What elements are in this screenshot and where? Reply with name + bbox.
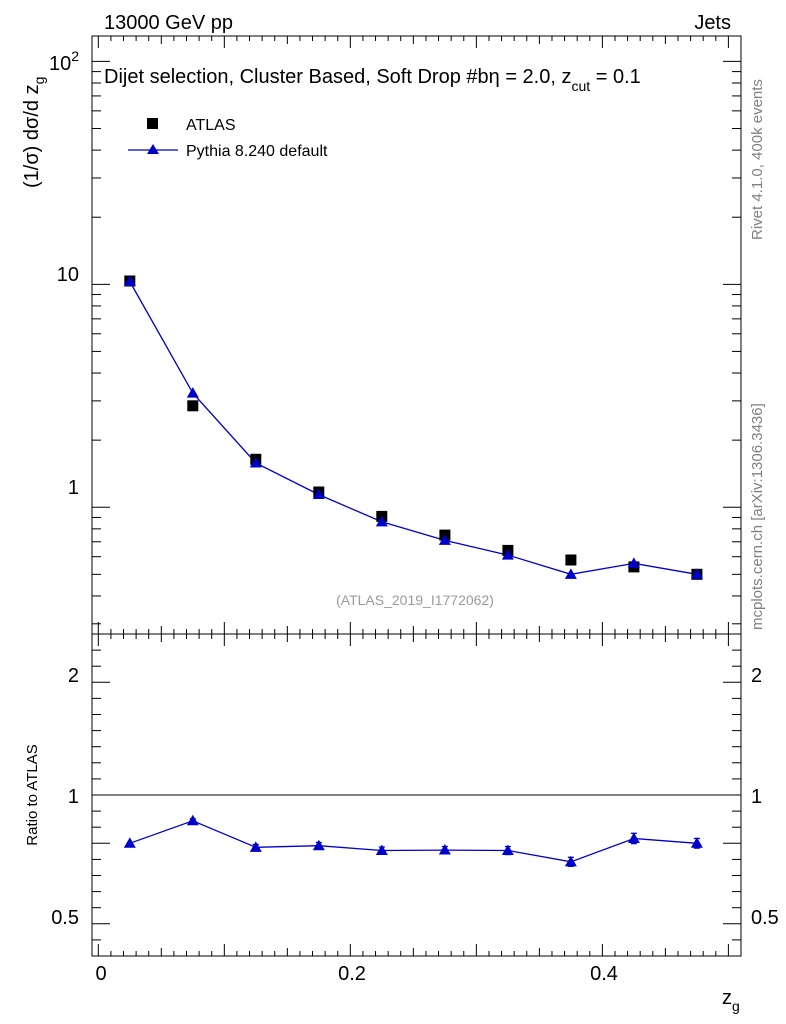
rivet-label: Rivet 4.1.0, 400k events (749, 79, 766, 240)
pythia-data-point (375, 515, 388, 527)
mcplots-label: mcplots.cern.ch [arXiv:1306.3436] (749, 403, 766, 630)
ratio-data-point (375, 844, 388, 856)
y-tick-label-1: 1 (68, 477, 79, 499)
y-tick-label-100: 102 (49, 48, 79, 75)
x-axis-label: zg (722, 987, 740, 1014)
ratio-y-tick-label-right-2: 2 (751, 665, 762, 687)
ratio-data-point (186, 814, 199, 826)
ratio-y-tick-label-0.5: 0.5 (51, 907, 79, 929)
main-data-layer (123, 275, 703, 580)
analysis-watermark: (ATLAS_2019_I1772062) (336, 592, 494, 608)
ratio-data-layer (123, 814, 703, 867)
process-label: Jets (694, 12, 731, 34)
ratio-data-point (690, 837, 703, 848)
pythia-data-point (249, 456, 262, 468)
pythia-data-point (123, 275, 136, 286)
ratio-data-point (501, 844, 514, 856)
pythia-data-point (312, 488, 325, 500)
x-tick-label-0: 0 (95, 963, 106, 985)
pythia-data-point (501, 549, 514, 560)
pythia-data-point (186, 387, 199, 398)
chart-title: Dijet selection, Cluster Based, Soft Dro… (104, 66, 641, 94)
x-tick-label-0.2: 0.2 (338, 963, 366, 985)
y-tick-label-10: 10 (57, 264, 79, 286)
pythia-data-point (564, 568, 577, 579)
collision-label: 13000 GeV pp (104, 12, 233, 34)
ratio-data-point (249, 841, 262, 852)
atlas-data-point (187, 400, 199, 412)
ratio-data-point (312, 839, 325, 851)
x-tick-label-0.4: 0.4 (590, 963, 618, 985)
ratio-axis-ticks (92, 633, 741, 956)
main-axis-ticks (92, 36, 741, 634)
ratio-series-line (129, 820, 697, 863)
ratio-data-point (123, 837, 136, 848)
pythia-data-point (690, 568, 703, 579)
legend-pythia-label: Pythia 8.240 default (186, 143, 328, 160)
pythia-data-point (627, 557, 640, 568)
ratio-y-tick-label-right-1: 1 (751, 786, 762, 808)
pythia-data-point (438, 534, 451, 545)
ratio-y-axis-label: Ratio to ATLAS (24, 744, 41, 845)
pythia-series-line (129, 281, 698, 575)
legend-atlas-label: ATLAS (186, 117, 236, 134)
main-y-axis-label: (1/σ) dσ/d zg (21, 77, 47, 188)
legend-atlas-marker (147, 118, 158, 129)
ratio-y-tick-label-1: 1 (68, 786, 79, 808)
ratio-data-point (564, 855, 577, 867)
legend-pythia-marker (147, 144, 159, 154)
ratio-data-point (438, 844, 451, 855)
atlas-data-point (565, 554, 577, 566)
ratio-data-point (627, 832, 640, 843)
ratio-y-tick-label-right-0.5: 0.5 (751, 907, 779, 929)
ratio-y-tick-label-2: 2 (68, 665, 79, 687)
